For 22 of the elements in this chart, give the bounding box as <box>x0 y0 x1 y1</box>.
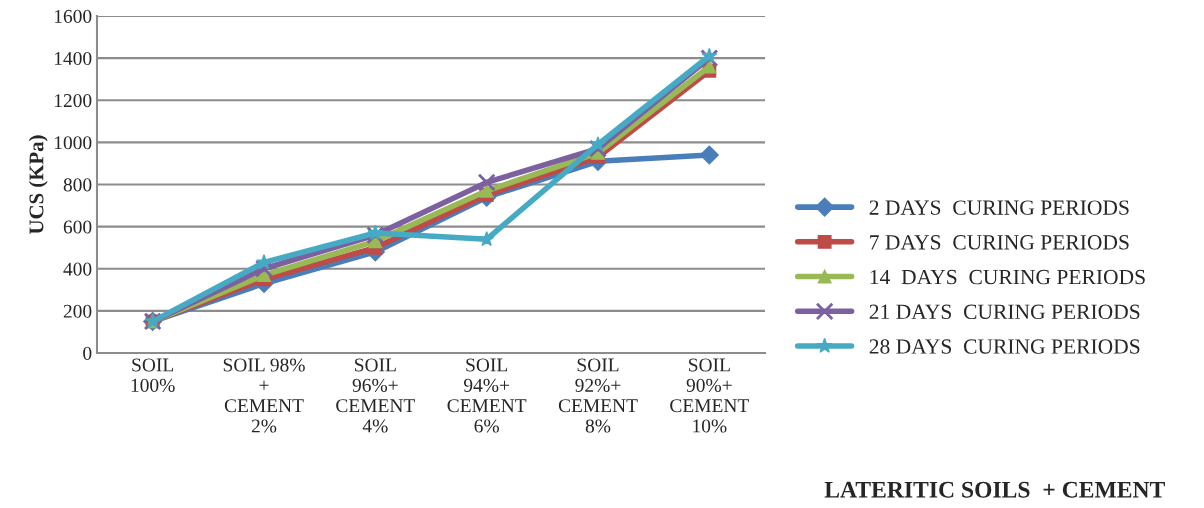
x-tick-label: SOIL 94%+ CEMENT 6% <box>447 358 527 433</box>
legend-label: 2 DAYS CURING PERIODS <box>869 200 1129 215</box>
y-tick-label: 1600 <box>54 9 92 23</box>
legend-label: 7 DAYS CURING PERIODS <box>870 235 1129 250</box>
y-tick-label: 1400 <box>54 51 92 66</box>
legend-label: 28 DAYS CURING PERIODS <box>869 339 1140 354</box>
y-tick-label: 200 <box>63 304 92 318</box>
y-tick-label: 0 <box>83 346 92 360</box>
x-axis-title: LATERITIC SOILS + CEMENT <box>824 481 1165 498</box>
y-tick-label: 1000 <box>54 136 92 150</box>
x-tick-label: SOIL 96%+ CEMENT 4% <box>336 358 415 433</box>
legend-label: 21 DAYS CURING PERIODS <box>869 304 1140 320</box>
x-tick-label: SOIL 100% <box>131 358 175 392</box>
y-tick-label: 1200 <box>54 94 92 108</box>
x-tick-label: SOIL 92%+ CEMENT 8% <box>558 358 638 433</box>
x-tick-label: SOIL 90%+ CEMENT 10% <box>670 358 749 433</box>
x-tick-label: SOIL 98% + CEMENT 2% <box>223 358 305 433</box>
y-tick-label: 600 <box>63 220 92 234</box>
y-tick-label: 400 <box>63 262 92 276</box>
y-tick-label: 800 <box>63 178 92 192</box>
y-axis-title: UCS (KPa) <box>28 135 48 235</box>
legend-label: 14 DAYS CURING PERIODS <box>870 269 1145 285</box>
